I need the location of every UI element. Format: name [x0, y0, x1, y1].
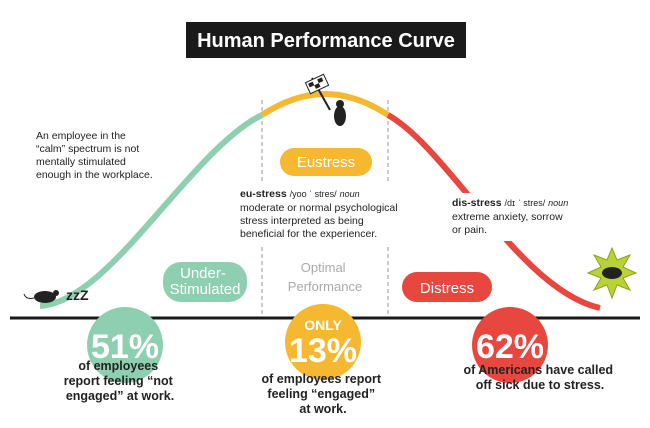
- caption-line: off sick due to stress.: [476, 378, 605, 392]
- zone-line: Performance: [288, 279, 362, 294]
- stat-value: 62%: [476, 328, 544, 366]
- stat-circle: [285, 304, 361, 380]
- zone-label: Under- Stimulated: [170, 265, 241, 298]
- definition-box: [447, 193, 597, 241]
- calm-note: An employee in the “calm” spectrum is no…: [36, 130, 153, 181]
- sleep-sound: zzZ: [66, 287, 89, 303]
- curve-yellow: [260, 90, 390, 118]
- starburst-mouse: [586, 246, 638, 300]
- definition-line: extreme anxiety, sorrow: [452, 211, 563, 223]
- definition-box: [235, 183, 403, 247]
- definition-heading: dis-stress /dɪ ˈ stres/ noun: [452, 197, 568, 209]
- caption-line: of employees: [78, 359, 158, 373]
- eustress-label: Eustress: [297, 154, 355, 171]
- stat-circle: [472, 307, 548, 383]
- pronunciation: /dɪ ˈ stres/: [505, 198, 546, 208]
- zone-line: Stimulated: [170, 281, 241, 298]
- definition-line: or pain.: [452, 224, 487, 236]
- stat-value: 51%: [91, 328, 159, 366]
- part-of-speech: noun: [548, 198, 568, 208]
- curve-green: [39, 112, 264, 309]
- part-of-speech: noun: [340, 189, 360, 199]
- definition-line: beneficial for the experiencer.: [240, 228, 377, 240]
- caption-line: at work.: [299, 402, 346, 416]
- stat-caption: of employees report feeling “not engaged…: [64, 359, 177, 403]
- sleeping-mouse: [23, 290, 59, 303]
- eustress-pill: [280, 148, 372, 176]
- caption-line: report feeling “not: [64, 374, 174, 388]
- stat-circle: [87, 307, 163, 383]
- title: Human Performance Curve: [197, 30, 455, 52]
- note-line: An employee in the: [36, 130, 126, 142]
- zone-pill: [163, 262, 247, 302]
- definition-text: extreme anxiety, sorrow or pain.: [452, 211, 566, 236]
- pronunciation: /yoo ˈ stres/: [290, 189, 338, 199]
- stat-caption: of Americans have called off sick due to…: [463, 363, 616, 392]
- definition-line: moderate or normal psychological: [240, 202, 398, 214]
- zone-pill: [402, 272, 492, 302]
- caption-line: of employees report: [262, 372, 382, 386]
- zone-label: Optimal Performance: [288, 260, 362, 294]
- title-box: [186, 22, 466, 58]
- caption-line: engaged” at work.: [66, 389, 174, 403]
- zone-label: Distress: [420, 280, 474, 297]
- note-line: mentally stimulated: [36, 156, 126, 168]
- caption-line: feeling “engaged”: [267, 387, 375, 401]
- flag-mouse: [304, 73, 346, 126]
- term: eu-stress: [240, 188, 287, 200]
- note-line: enough in the workplace.: [36, 169, 153, 181]
- stat-value: 13%: [289, 332, 357, 370]
- definition-heading: eu-stress /yoo ˈ stres/ noun: [240, 188, 360, 200]
- caption-line: of Americans have called: [463, 363, 613, 377]
- zone-line: Optimal: [301, 260, 346, 275]
- zone-line: Under-: [180, 265, 226, 282]
- stat-caption: of employees report feeling “engaged” at…: [262, 372, 385, 416]
- term: dis-stress: [452, 197, 502, 209]
- stat-prefix: ONLY: [304, 317, 342, 333]
- definition-text: moderate or normal psychological stress …: [240, 202, 401, 240]
- definition-line: stress interpreted as being: [240, 215, 364, 227]
- note-line: “calm” spectrum is not: [36, 143, 139, 155]
